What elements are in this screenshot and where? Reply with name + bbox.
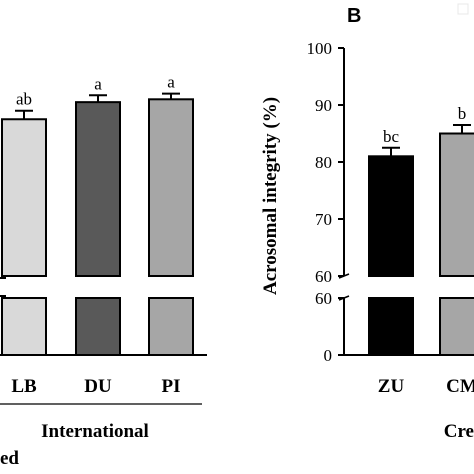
panel-a-bar-lower-lb: [1, 297, 47, 356]
panel-b-y-tick-80: 80: [315, 153, 332, 172]
panel-b-y-axis-label: Acrosomal integrity (%): [260, 97, 281, 295]
panel-b-y-tick-90: 90: [315, 96, 332, 115]
panel-b-bar-upper-cm: [439, 132, 474, 277]
panel-b-y-tick-70: 70: [315, 210, 332, 229]
panel-a-x-tick-du: DU: [84, 376, 112, 397]
panel-a-x-tick-pi: PI: [162, 376, 181, 397]
panel-b-y-tick-lower-0: 0: [324, 346, 333, 365]
panel-a-bar-upper-pi: [148, 98, 194, 277]
panel-label-b: B: [347, 5, 361, 27]
panel-b-bar-lower-cm: [439, 297, 474, 356]
panel-b-x-tick-zu: ZU: [378, 376, 405, 397]
panel-a-bar-upper-du: [75, 101, 121, 278]
panel-b-y-tick-lower-60: 60: [315, 289, 332, 308]
panel-a-sig-letter-pi: a: [167, 73, 175, 92]
panel-b-y-tick-100: 100: [307, 39, 333, 58]
corner-mark: [457, 3, 469, 15]
panel-a-sig-letter-du: a: [94, 74, 102, 93]
panel-b-sig-letter-cm: b: [458, 104, 467, 123]
panel-a: International ed: [0, 354, 207, 469]
panel-a-footer-fragment: ed: [0, 448, 19, 469]
panel-b-bar-lower-zu: [368, 297, 414, 356]
panel-b-bar-upper-zu: [368, 155, 414, 277]
panel-a-sig-letter-lb: ab: [16, 90, 32, 109]
panel-a-group-label: International: [41, 421, 149, 442]
panel-a-bar-lower-du: [75, 297, 121, 356]
panel-b-sig-letter-zu: bc: [383, 127, 400, 146]
panel-a-bar-lower-pi: [148, 297, 194, 356]
panel-b-group-label: Cre: [444, 421, 474, 442]
panel-a-bar-upper-lb: [1, 118, 47, 277]
panel-a-x-tick-lb: LB: [11, 376, 37, 397]
panel-b-y-tick-60: 60: [315, 267, 332, 286]
panel-b-x-tick-cm: CM: [446, 376, 474, 397]
